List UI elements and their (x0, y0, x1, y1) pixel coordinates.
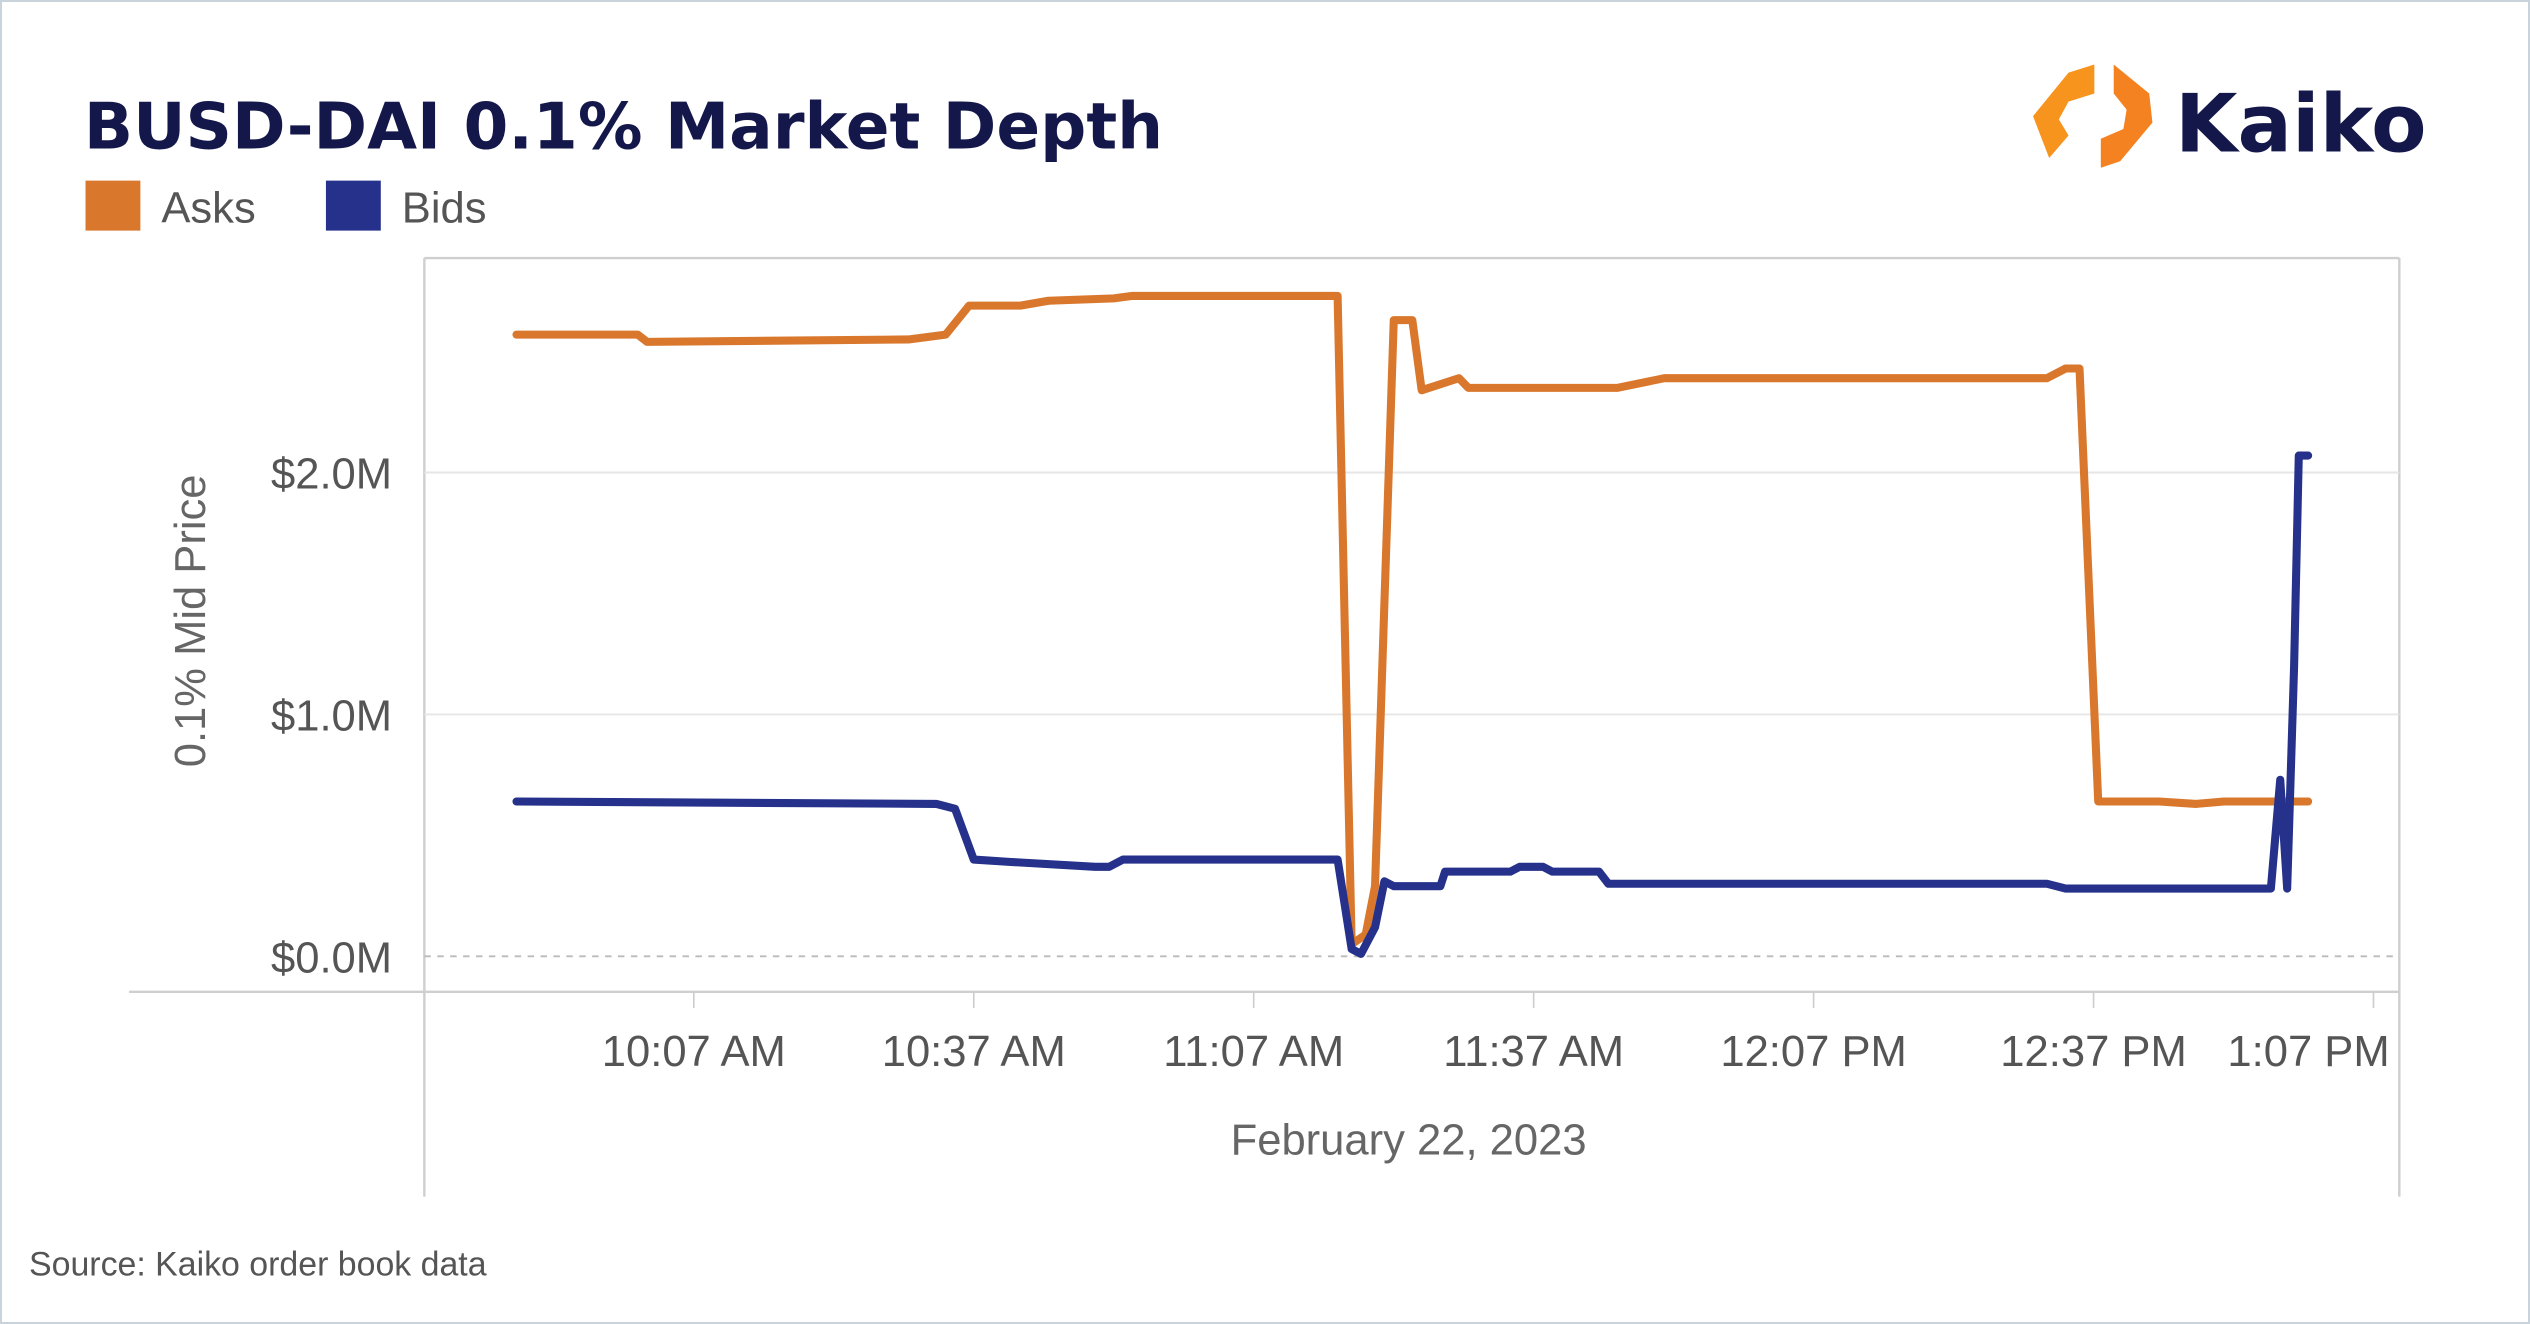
y-tick-label: $1.0M (271, 693, 392, 741)
y-axis: $0.0M $1.0M $2.0M (271, 451, 392, 983)
chart-title: BUSD-DAI 0.1% Market Depth (84, 89, 1163, 164)
legend-label-bids: Bids (402, 185, 487, 233)
x-tick-label: 10:07 AM (602, 1028, 786, 1076)
x-tick-label: 12:07 PM (1720, 1028, 1906, 1076)
y-axis-title: 0.1% Mid Price (167, 474, 215, 767)
legend-item-asks[interactable]: Asks (85, 180, 256, 233)
gridlines (424, 471, 2400, 958)
plot-frame (129, 256, 2401, 1197)
legend-label-asks: Asks (161, 185, 255, 233)
legend-item-bids[interactable]: Bids (325, 180, 487, 233)
y-tick-label: $0.0M (271, 934, 392, 982)
series-line-asks (512, 291, 2313, 949)
kaiko-logo-icon (2033, 64, 2153, 168)
x-tick-label: 11:37 AM (1443, 1028, 1624, 1076)
source-note: Source: Kaiko order book data (29, 1246, 487, 1284)
x-tick-label: 12:37 PM (2000, 1028, 2186, 1076)
y-tick-label: $2.0M (271, 451, 392, 499)
x-axis-title: February 22, 2023 (1231, 1117, 1587, 1165)
legend: Asks Bids (85, 180, 487, 233)
kaiko-logo-text: Kaiko (2175, 78, 2426, 172)
legend-swatch-bids (325, 180, 381, 231)
series-line-bids (512, 451, 2313, 958)
x-tick-label: 10:37 AM (882, 1028, 1066, 1076)
legend-swatch-asks (85, 180, 141, 231)
x-tick-label: 1:07 PM (2227, 1028, 2389, 1076)
kaiko-logo: Kaiko (2033, 64, 2427, 172)
series-lines (512, 291, 2313, 958)
x-tick-label: 11:07 AM (1163, 1028, 1344, 1076)
x-axis: 10:07 AM 10:37 AM 11:07 AM 11:37 AM 12:07 PM… (602, 991, 2390, 1076)
